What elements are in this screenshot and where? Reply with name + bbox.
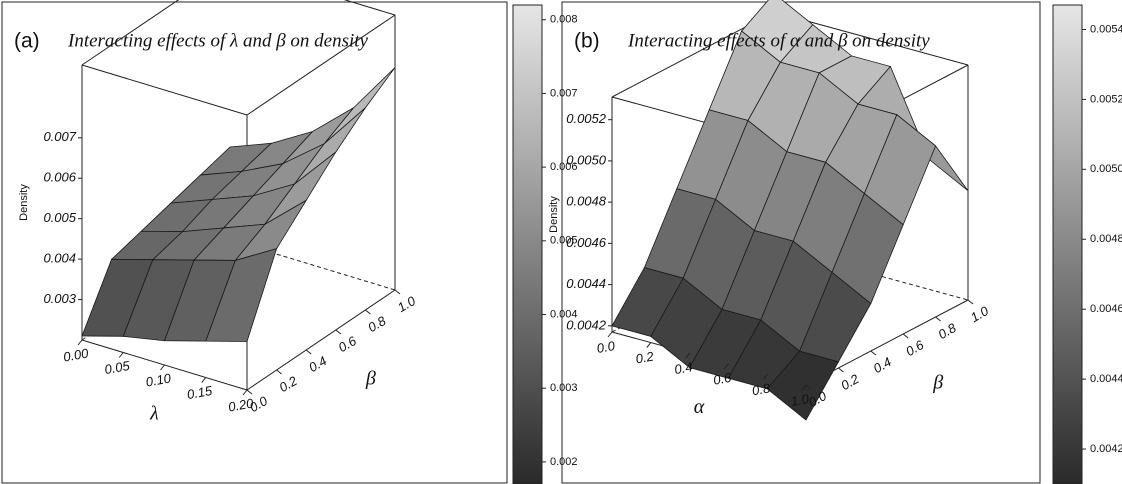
x-tick [242, 389, 248, 396]
x-tick-label: 0.20 [227, 395, 255, 414]
colorbar-tick-label: 0.005 [550, 235, 578, 247]
x-tick [77, 339, 83, 346]
colorbar [1052, 4, 1083, 484]
y-axis-label: β [365, 368, 376, 390]
box-edge [343, 0, 396, 16]
panel-label: (b) [574, 30, 600, 53]
x-axis-label: α [694, 396, 705, 418]
y-tick-label: 0.4 [306, 353, 329, 375]
panel-border [1, 1, 508, 484]
y-tick [335, 329, 342, 335]
x-tick [801, 384, 807, 391]
y-tick [305, 349, 312, 355]
x-tick-label: 0.8 [751, 380, 772, 398]
box-edge [246, 289, 396, 391]
z-tick-label: 0.006 [43, 170, 76, 185]
x-tick-label: 0.2 [634, 348, 655, 366]
x-tick-label: 0.0 [596, 338, 617, 356]
y-tick-label: 0.6 [903, 337, 927, 359]
x-tick [646, 342, 652, 348]
colorbar-tick-label: 0.004 [550, 308, 578, 320]
x-axis-label: λ [149, 403, 159, 425]
y-tick [394, 289, 401, 295]
x-tick-label: 1.0 [790, 391, 811, 409]
colorbar-tick-label: 0.002 [550, 456, 578, 468]
colorbar-tick-label: 0.0044 [1090, 373, 1122, 385]
x-tick [118, 352, 124, 358]
z-tick-label: 0.003 [43, 291, 76, 306]
y-tick-label: 1.0 [395, 293, 419, 315]
surface-facet [766, 350, 839, 421]
panel-label: (a) [14, 30, 40, 53]
y-tick [935, 316, 941, 322]
y-tick [365, 309, 371, 315]
box-edge [246, 14, 396, 116]
y-tick-label: 0.2 [838, 371, 862, 393]
y-tick-label: 0.2 [276, 373, 300, 395]
z-tick-label: 0.005 [43, 210, 76, 225]
x-tick-label: 0.15 [186, 383, 214, 402]
x-tick-label: 0.10 [145, 370, 173, 389]
x-tick [762, 374, 768, 380]
x-tick [724, 363, 729, 370]
x-tick [607, 331, 613, 338]
box-edge [81, 64, 248, 116]
colorbar-tick-label: 0.0054 [1090, 23, 1122, 35]
y-tick-label: 0.8 [935, 320, 959, 342]
z-tick-label: 0.0052 [566, 111, 607, 126]
y-tick [967, 299, 974, 305]
colorbar-tick-label: 0.0050 [1090, 163, 1122, 175]
z-tick-label: 0.0044 [566, 276, 606, 291]
colorbar-tick-label: 0.008 [550, 14, 578, 26]
y-tick-label: 0.4 [871, 354, 894, 376]
y-tick-label: 1.0 [968, 303, 992, 325]
surface-facet [205, 248, 278, 342]
z-tick-label: 0.007 [43, 129, 76, 144]
colorbar-tick-label: 0.0042 [1090, 443, 1122, 455]
surface-facet [323, 67, 396, 145]
y-tick [870, 350, 877, 356]
z-tick-label: 0.004 [43, 251, 76, 266]
panel-border [561, 1, 1041, 484]
z-tick-label: 0.0046 [566, 235, 607, 250]
box-edge [81, 0, 180, 66]
x-tick-label: 0.4 [673, 359, 693, 377]
colorbar-tick-label: 0.003 [550, 382, 578, 394]
z-axis-label: Density [18, 184, 30, 221]
colorbar-tick-label: 0.0052 [1090, 93, 1122, 105]
y-tick [838, 367, 844, 373]
y-tick-label: 0.6 [336, 333, 360, 355]
chart-title: Interacting effects of λ and β on densit… [67, 30, 369, 51]
y-tick-label: 0.8 [365, 313, 389, 335]
colorbar-tick-label: 0.0046 [1090, 303, 1122, 315]
colorbar-tick-label: 0.0048 [1090, 233, 1122, 245]
y-tick [246, 389, 253, 395]
y-axis-label: β [932, 372, 943, 394]
x-tick [201, 377, 207, 383]
z-axis-label: Density [548, 196, 560, 233]
colorbar-tick-label: 0.006 [550, 161, 578, 173]
y-tick [276, 369, 282, 375]
x-tick-label: 0.05 [103, 358, 131, 377]
x-tick-label: 0.6 [712, 370, 733, 388]
y-tick [902, 333, 909, 339]
z-tick-label: 0.0048 [566, 194, 607, 209]
colorbar [512, 4, 543, 484]
chart-title: Interacting effects of α and β on densit… [627, 30, 930, 51]
x-tick-label: 0.00 [62, 345, 90, 364]
x-tick [160, 364, 165, 371]
x-tick [685, 352, 690, 359]
y-tick [805, 384, 812, 390]
z-tick-label: 0.0050 [566, 152, 607, 167]
z-tick-label: 0.0042 [566, 317, 607, 332]
colorbar-tick-label: 0.007 [550, 87, 578, 99]
